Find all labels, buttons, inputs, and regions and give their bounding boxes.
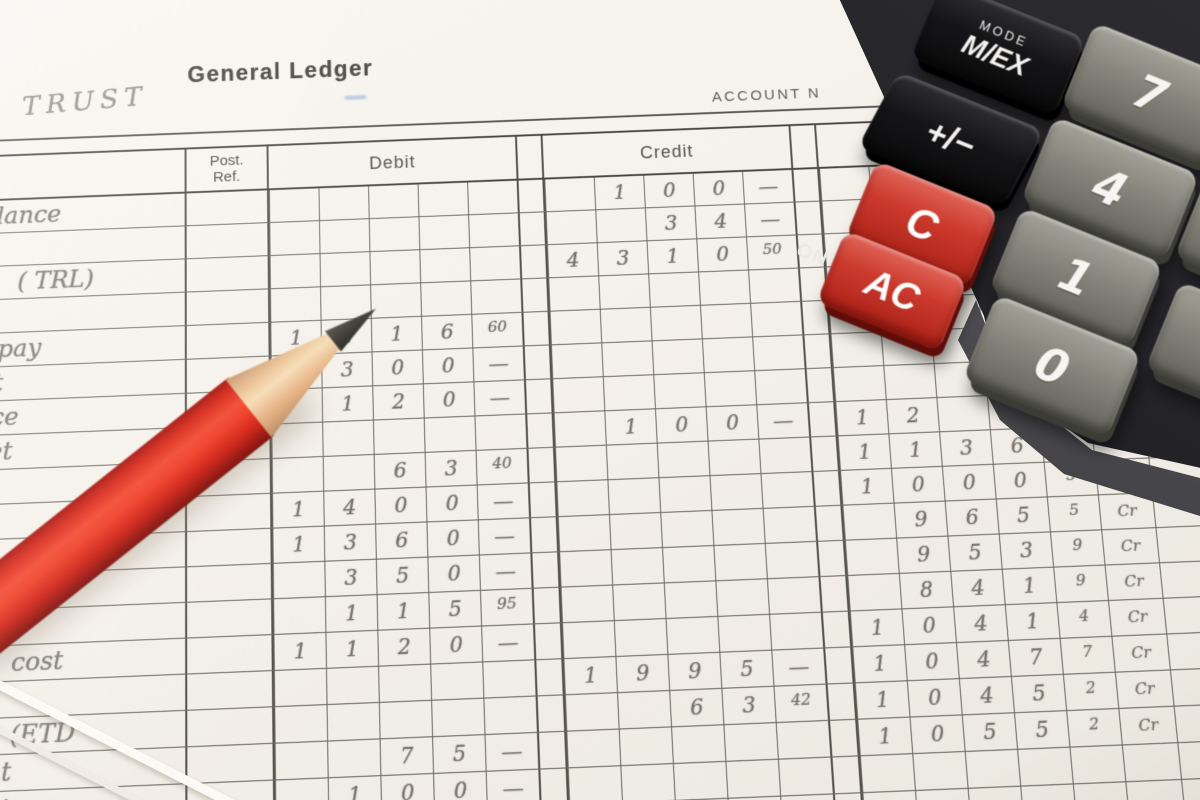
power-on-label: ON [793,238,832,272]
key-plus-minus-label: +/− [919,112,983,165]
key-1-label: 1 [1051,245,1101,309]
key-clear-label: C [899,196,946,252]
key-all-clear-label: AC [858,260,926,321]
key-0-label: 0 [1027,334,1077,398]
key-4-label: 4 [1085,156,1135,220]
key-7-label: 7 [1125,62,1175,126]
